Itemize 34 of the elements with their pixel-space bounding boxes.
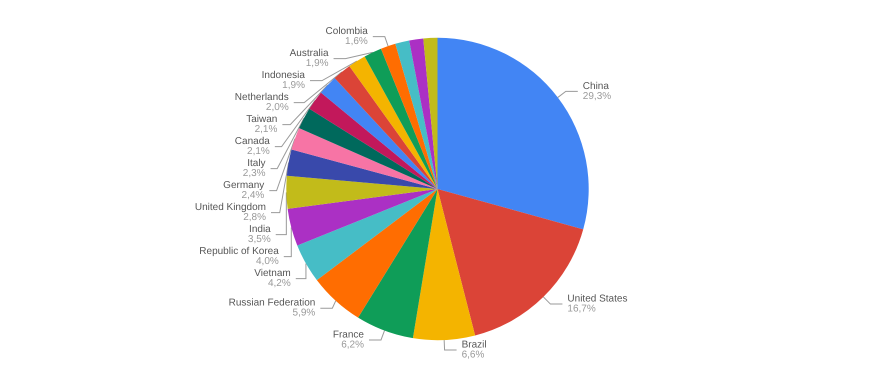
slice-label: Colombia (326, 26, 368, 38)
slice-label: Canada (234, 136, 270, 148)
data-label: 6,6% (462, 350, 484, 361)
slice-label: Italy (247, 158, 266, 170)
data-label: 2,4% (242, 190, 264, 202)
data-label: 1,9% (282, 80, 306, 92)
data-label: 2,8% (243, 212, 266, 224)
slice-label: Russian Federation (228, 298, 316, 309)
slice-label: Australia (290, 48, 329, 60)
data-label: 5,9% (292, 308, 316, 319)
data-label: 3,5% (248, 234, 271, 246)
data-label: 2,3% (242, 168, 266, 180)
slice-label: United States (567, 294, 628, 305)
slice-label: Taiwan (246, 114, 278, 126)
data-label: 2,1% (254, 124, 278, 136)
data-label: 1,6% (345, 36, 368, 48)
data-label: 29,3% (582, 90, 612, 102)
slice-label: Indonesia (262, 70, 306, 82)
slice-label: United Kingdom (194, 202, 266, 214)
slice-label: Vietnam (254, 268, 291, 280)
data-label: 2,1% (247, 146, 270, 158)
slice-label: Brazil (462, 340, 487, 351)
data-label: 4,2% (268, 278, 291, 290)
slice-label: France (332, 329, 364, 340)
data-label: 6,2% (341, 339, 364, 350)
data-label: 2,0% (266, 102, 289, 114)
slice-label: China (582, 80, 610, 92)
slice-label: India (249, 224, 272, 236)
data-label: 16,7% (567, 304, 596, 315)
slice-label: Netherlands (234, 92, 289, 104)
data-label: 1,9% (306, 58, 329, 70)
data-label: 4,0% (256, 256, 279, 268)
slice-label: Republic of Korea (199, 246, 280, 258)
slice-label: Germany (223, 180, 264, 192)
